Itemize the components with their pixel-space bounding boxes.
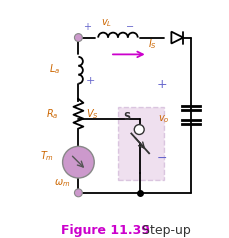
Text: $v_L$: $v_L$ bbox=[100, 17, 111, 29]
Text: $V_S$: $V_S$ bbox=[86, 107, 99, 121]
Circle shape bbox=[134, 125, 144, 134]
Text: +: + bbox=[155, 78, 166, 90]
Text: $R_a$: $R_a$ bbox=[46, 107, 58, 121]
Circle shape bbox=[62, 146, 94, 178]
Text: $\omega_m$: $\omega_m$ bbox=[54, 177, 70, 189]
Text: S: S bbox=[122, 112, 129, 122]
Text: Figure 11.39: Figure 11.39 bbox=[60, 224, 149, 237]
Text: $v_o$: $v_o$ bbox=[157, 113, 169, 124]
Text: +: + bbox=[85, 76, 95, 86]
Text: +: + bbox=[83, 22, 91, 32]
FancyBboxPatch shape bbox=[117, 107, 164, 180]
Text: $T_m$: $T_m$ bbox=[39, 149, 53, 163]
Text: −: − bbox=[125, 22, 133, 32]
Text: −: − bbox=[155, 152, 166, 165]
Circle shape bbox=[74, 34, 82, 42]
Text: $L_a$: $L_a$ bbox=[49, 62, 60, 76]
Text: Step-up: Step-up bbox=[137, 224, 190, 237]
Text: $I_S$: $I_S$ bbox=[147, 38, 156, 51]
Circle shape bbox=[74, 189, 82, 197]
Polygon shape bbox=[171, 32, 183, 44]
